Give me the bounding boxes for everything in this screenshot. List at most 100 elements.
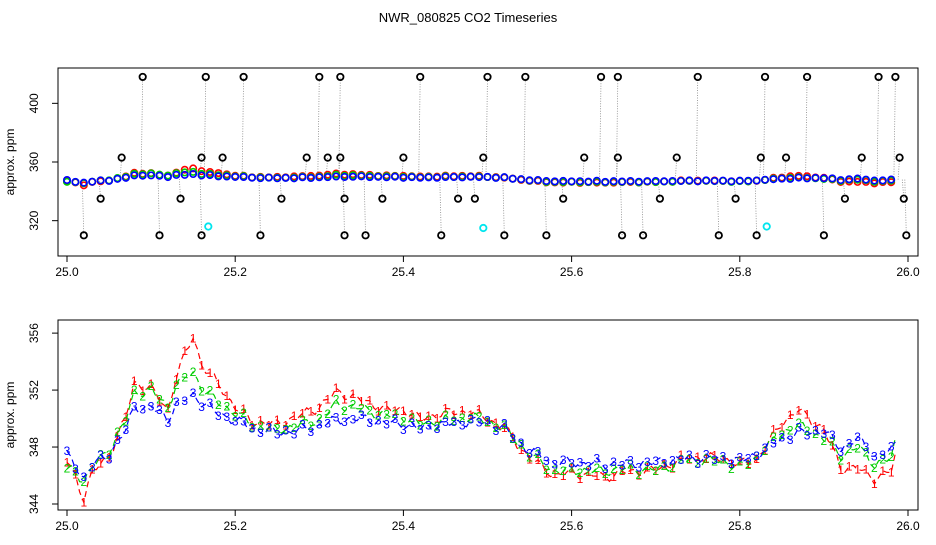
outlier-connector <box>157 175 160 236</box>
outlier-connector <box>716 181 720 236</box>
data-point-series-3 <box>786 174 795 183</box>
data-point-series-3 <box>887 175 896 184</box>
series-marker-1: 1 <box>711 448 718 462</box>
series-marker-2: 2 <box>821 434 828 448</box>
series-marker-1: 1 <box>467 408 474 422</box>
data-point-series-3 <box>651 177 660 186</box>
data-point-series-3 <box>811 173 820 182</box>
series-marker-2: 2 <box>400 414 407 428</box>
outlier-point <box>79 231 88 240</box>
series-marker-1: 1 <box>417 410 424 424</box>
data-point-series-3 <box>777 174 786 183</box>
data-point-series-3 <box>878 176 887 185</box>
outlier-point <box>902 231 911 240</box>
data-point-series-3 <box>685 176 694 185</box>
series-marker-2: 2 <box>190 365 197 379</box>
series-marker-1: 1 <box>888 465 895 479</box>
outlier-connector <box>178 173 181 199</box>
y-axis-label: approx. ppm <box>3 129 17 196</box>
series-marker-3: 3 <box>459 419 466 433</box>
series-marker-3: 3 <box>324 417 331 431</box>
series-marker-3: 3 <box>812 423 819 437</box>
series-marker-3: 3 <box>627 453 634 467</box>
data-point-series-3 <box>676 176 685 185</box>
series-marker-1: 1 <box>89 463 96 477</box>
outlier-connector <box>258 177 261 236</box>
series-marker-2: 2 <box>678 453 685 467</box>
series-marker-1: 1 <box>846 460 853 474</box>
series-marker-3: 3 <box>829 428 836 442</box>
data-point-series-3 <box>702 176 711 185</box>
series-marker-2: 2 <box>333 393 340 407</box>
outlier-point <box>895 153 904 162</box>
plot-frame <box>57 319 919 511</box>
series-marker-3: 3 <box>282 424 289 438</box>
series-marker-3: 3 <box>223 410 230 424</box>
series-marker-1: 1 <box>779 421 786 435</box>
series-marker-1: 1 <box>459 403 466 417</box>
series-marker-1: 1 <box>148 377 155 391</box>
series-marker-2: 2 <box>518 438 525 452</box>
data-point-series-3 <box>424 173 433 182</box>
series-marker-2: 2 <box>795 416 802 430</box>
series-marker-1: 1 <box>392 404 399 418</box>
series-marker-3: 3 <box>291 428 298 442</box>
outlier-point <box>559 194 568 203</box>
series-marker-2: 2 <box>652 464 659 478</box>
series-marker-2: 2 <box>863 445 870 459</box>
series-marker-3: 3 <box>669 453 676 467</box>
data-point-series-3 <box>533 176 542 185</box>
series-marker-1: 1 <box>720 452 727 466</box>
series-marker-2: 2 <box>610 462 617 476</box>
series-marker-1: 1 <box>139 384 146 398</box>
series-marker-3: 3 <box>779 430 786 444</box>
series-marker-3: 3 <box>350 413 357 427</box>
series-marker-1: 1 <box>299 406 306 420</box>
series-marker-2: 2 <box>661 459 668 473</box>
x-tick-label: 26.0 <box>896 519 920 533</box>
outlier-connector <box>140 76 144 175</box>
outlier-point <box>802 72 812 82</box>
data-point-series-3 <box>390 172 399 181</box>
outlier-point <box>483 72 492 82</box>
series-marker-3: 3 <box>383 417 390 431</box>
outlier-point <box>899 194 908 203</box>
panel-bottom: 25.0 25.2 25.4 25.6 25.8 26.0 344 348 352 356 appr… <box>3 319 920 533</box>
data-point-series-3 <box>491 173 500 182</box>
series-marker-3: 3 <box>366 416 373 430</box>
series-marker-1: 1 <box>375 405 382 419</box>
outlier-point <box>361 231 370 240</box>
series-marker-2: 2 <box>274 422 281 436</box>
data-point-series-3 <box>222 172 231 181</box>
outlier-point <box>617 231 627 240</box>
data-point-series-3 <box>172 170 181 179</box>
series-marker-2: 2 <box>223 399 230 413</box>
series-marker-3: 3 <box>602 462 609 476</box>
data-point-series-3 <box>441 173 450 182</box>
outlier-connector <box>893 76 896 180</box>
series-marker-3: 3 <box>265 421 272 435</box>
series-marker-3: 3 <box>636 460 643 474</box>
data-point-series-3 <box>449 173 458 182</box>
series-marker-3: 3 <box>408 416 415 430</box>
series-marker-2: 2 <box>139 390 146 404</box>
series-marker-3: 3 <box>787 433 794 447</box>
outlier-connector <box>784 157 787 179</box>
series-marker-2: 2 <box>501 418 508 432</box>
series-marker-2: 2 <box>291 421 298 435</box>
series-marker-1: 1 <box>114 429 121 443</box>
series-marker-2: 2 <box>425 413 432 427</box>
outlier-connector <box>439 177 442 236</box>
series-marker-2: 2 <box>451 414 458 428</box>
data-point-series-3 <box>769 175 778 184</box>
series-marker-1: 1 <box>770 423 777 437</box>
series-marker-2: 2 <box>711 454 718 468</box>
data-point-series-3 <box>718 176 727 185</box>
series-marker-2: 2 <box>669 461 676 475</box>
outlier-point <box>479 153 488 162</box>
series-marker-3: 3 <box>308 425 315 439</box>
series-marker-2: 2 <box>543 463 550 477</box>
data-point-series-3 <box>819 174 828 183</box>
series-marker-2: 2 <box>854 441 861 455</box>
outlier-point <box>672 153 681 162</box>
